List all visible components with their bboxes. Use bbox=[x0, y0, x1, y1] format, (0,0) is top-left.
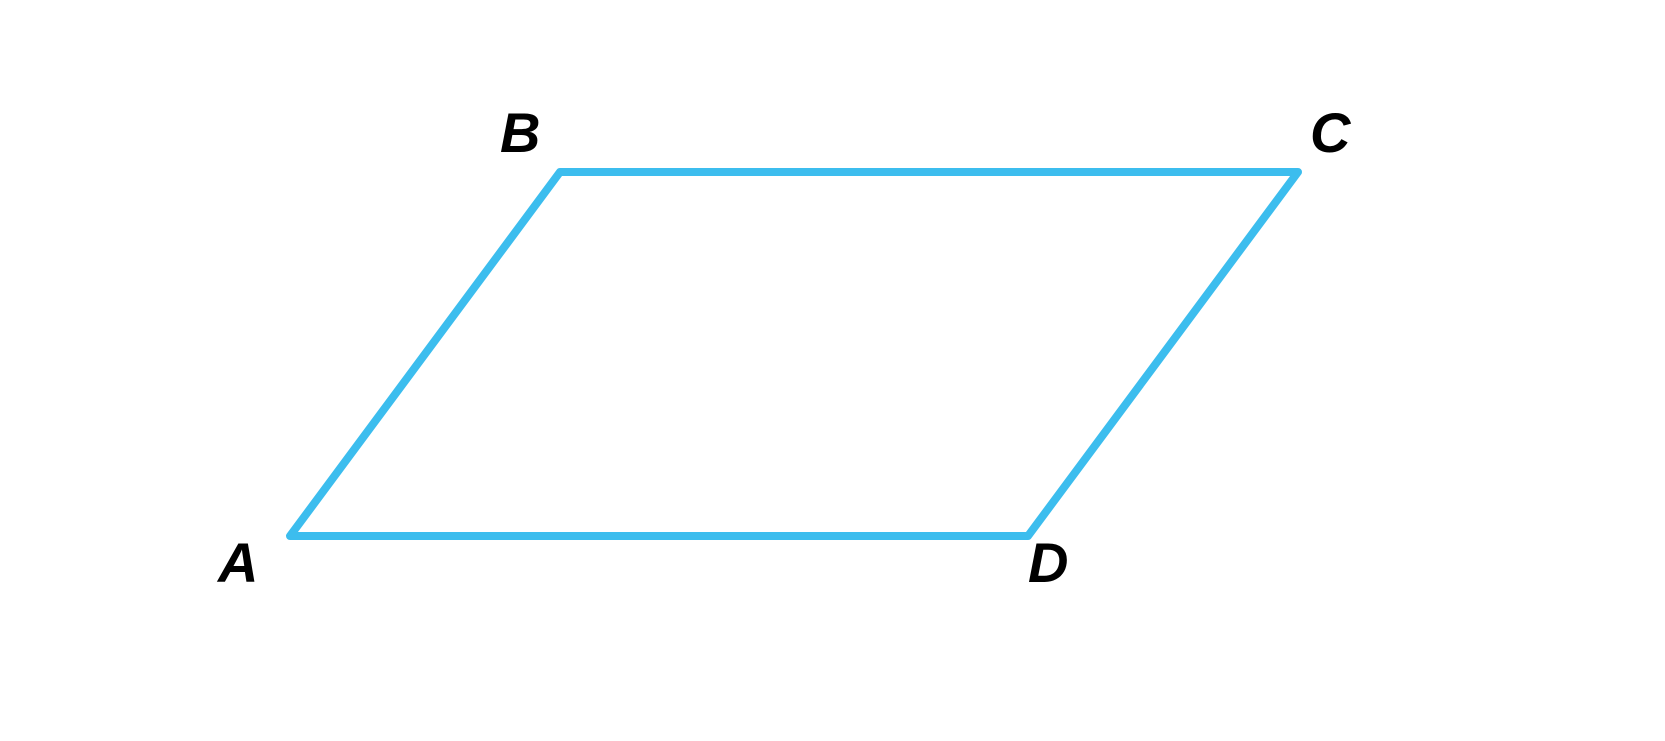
parallelogram-shape bbox=[290, 172, 1298, 536]
vertex-label-a: A bbox=[218, 530, 258, 595]
vertex-label-b: B bbox=[500, 100, 540, 165]
parallelogram-svg bbox=[0, 0, 1665, 741]
parallelogram-diagram: A B C D bbox=[0, 0, 1665, 741]
vertex-label-d: D bbox=[1028, 530, 1068, 595]
vertex-label-c: C bbox=[1310, 100, 1350, 165]
